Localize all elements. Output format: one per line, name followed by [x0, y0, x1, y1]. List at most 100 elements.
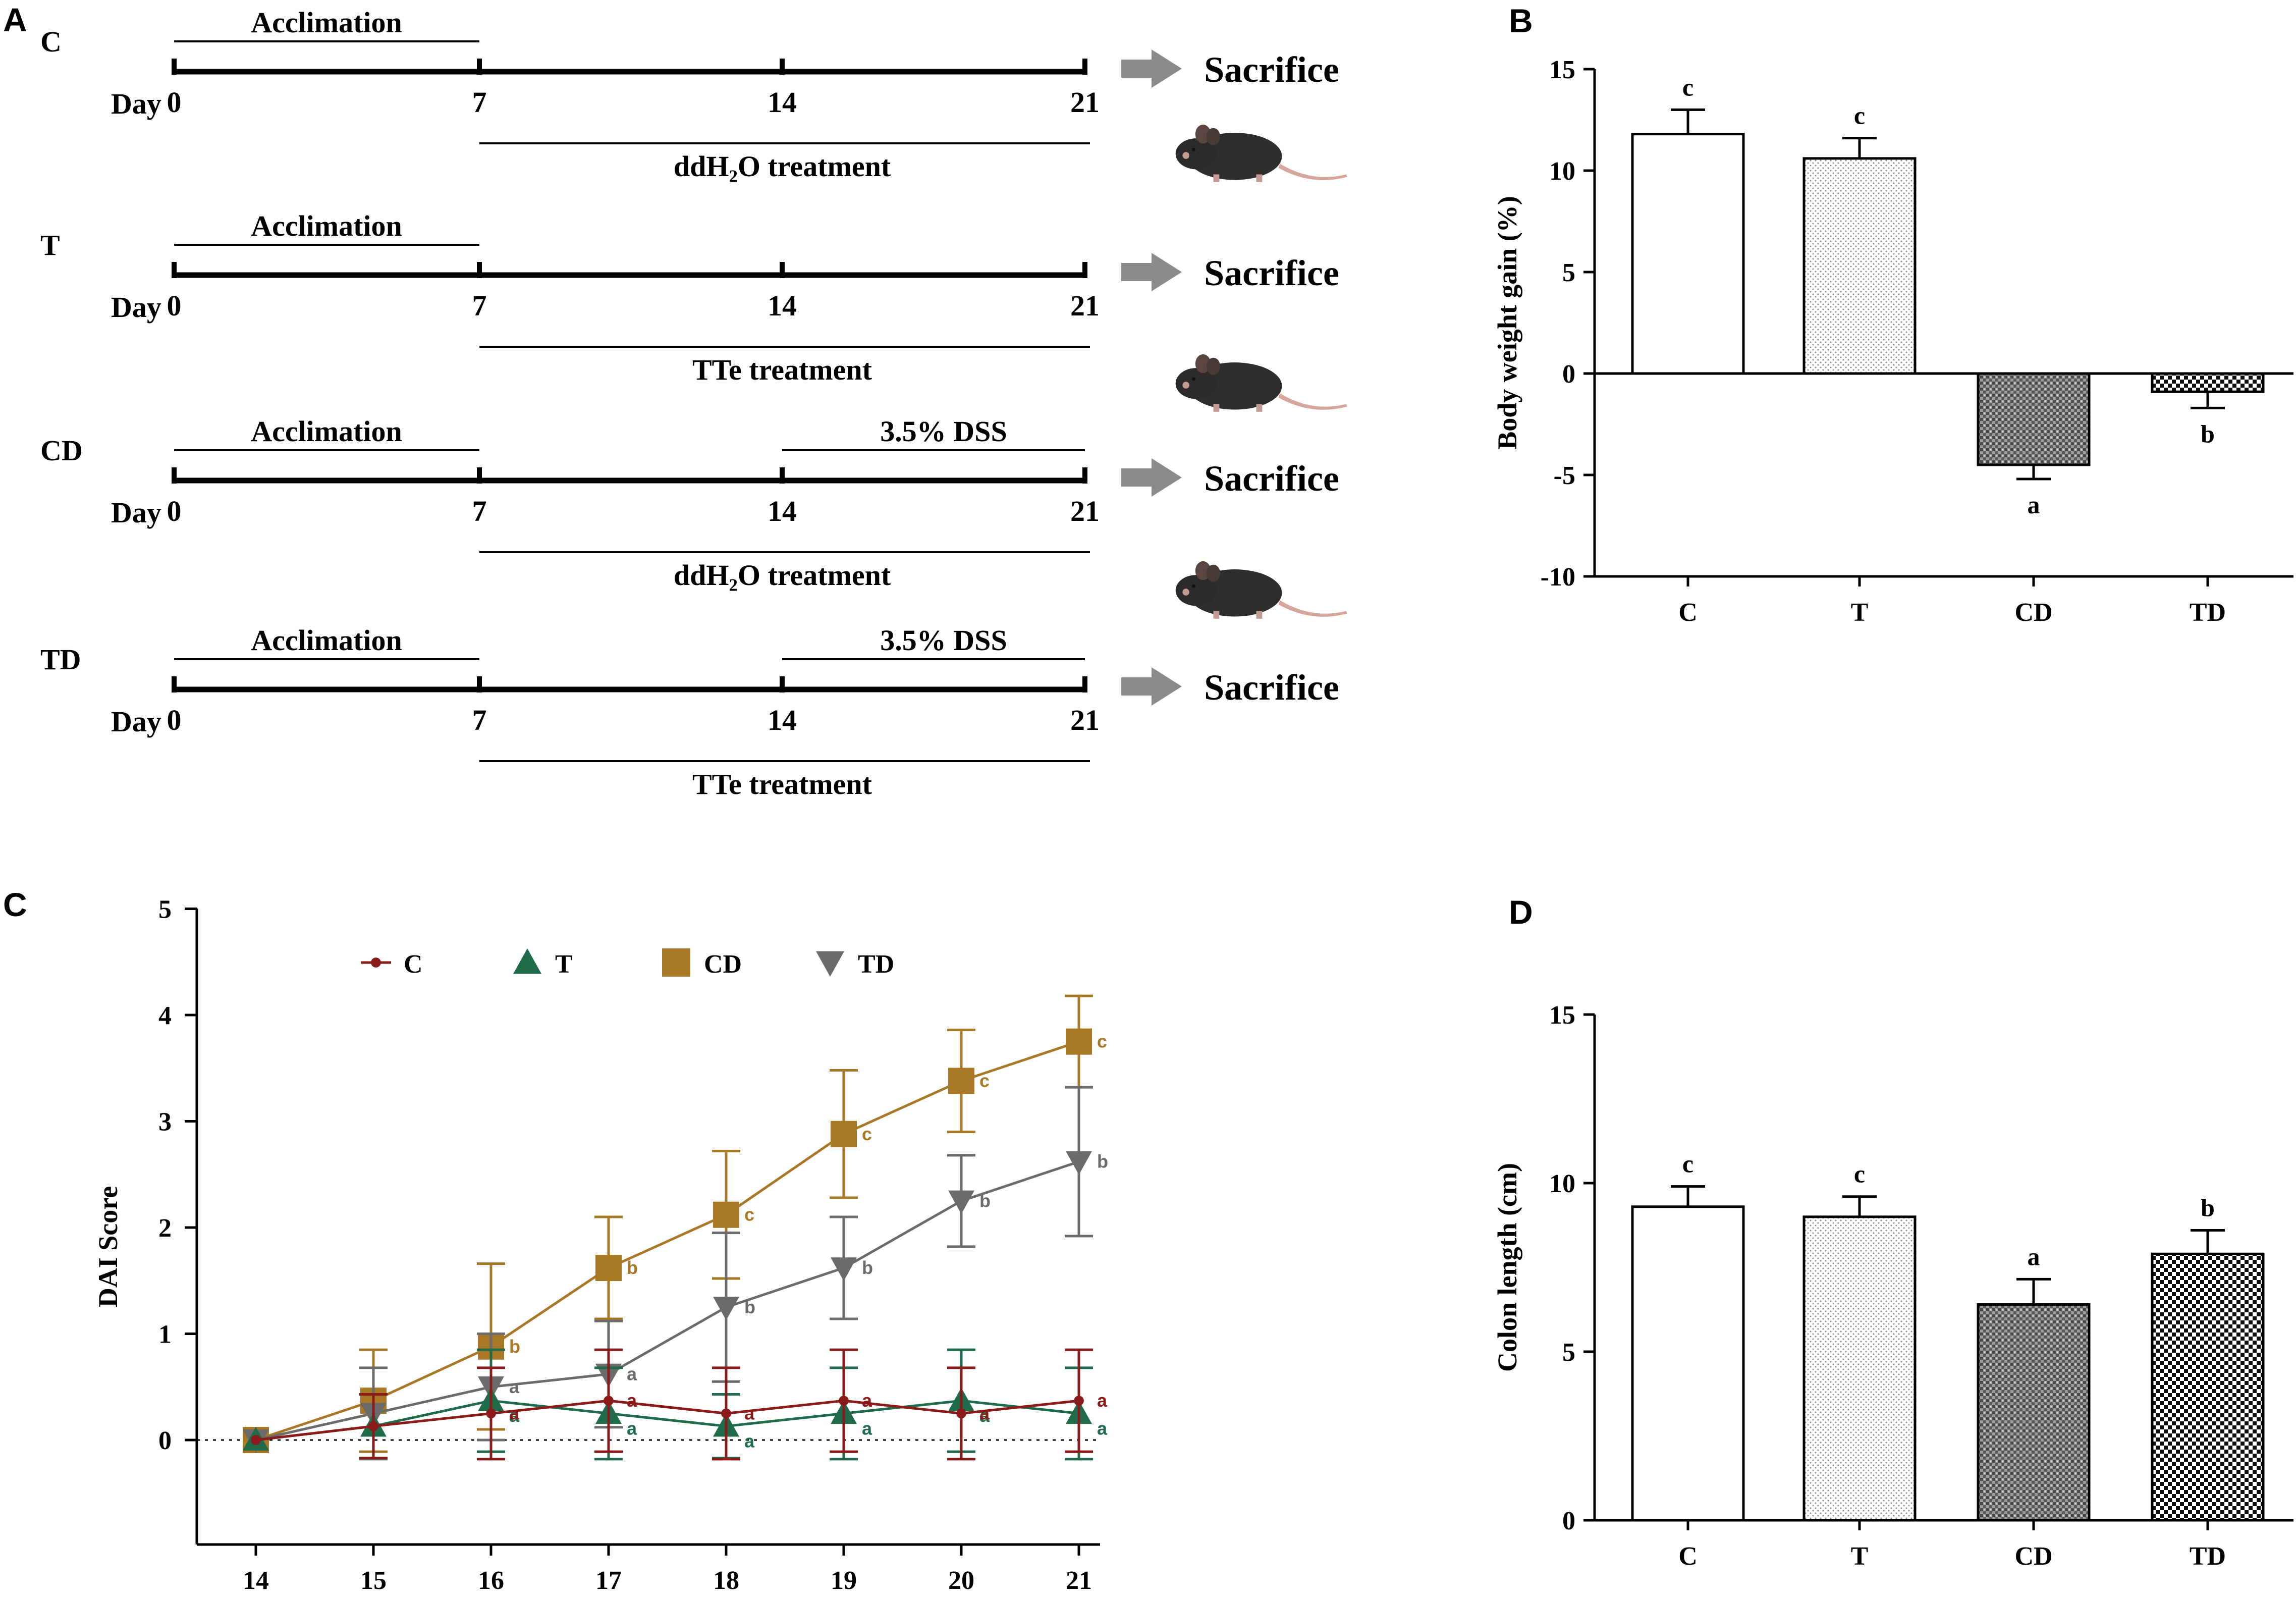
- treatment-label: TTe treatment: [692, 353, 872, 386]
- data-point: [948, 1068, 974, 1094]
- y-axis-label: Colon length (cm): [1492, 1163, 1522, 1372]
- timeline-group-label: CD: [40, 434, 83, 467]
- panel-b: B 15 10 5 0 -5 -10 Body weight gain (%) c Cc Ta CD b…: [1492, 2, 2293, 627]
- series-line: [255, 1040, 1079, 1442]
- bar-c: [1631, 1205, 1745, 1522]
- legend-label: C: [404, 950, 423, 979]
- timeline-td: TD Acclimation 3.5% DSS 0 7 14 21 Day TTe treatm…: [40, 624, 1339, 801]
- y-tick-label: 1: [158, 1320, 172, 1349]
- x-tick-label: CD: [2014, 598, 2052, 627]
- significance-letter: c: [979, 1071, 990, 1091]
- x-tick-label: 14: [243, 1566, 269, 1595]
- sacrifice-label: Sacrifice: [1204, 49, 1339, 90]
- significance-letter: b: [979, 1190, 991, 1211]
- significance-letter: a: [979, 1403, 990, 1423]
- y-tick-label: 0: [1562, 360, 1575, 389]
- significance-letter: b: [862, 1257, 873, 1278]
- y-tick-label: 15: [1549, 56, 1575, 84]
- timeline-day-label: 14: [768, 289, 797, 322]
- x-tick-label: 19: [831, 1566, 857, 1595]
- bar-cd: [1977, 372, 2091, 466]
- panel-a-letter: A: [3, 1, 27, 38]
- timeline-day-label: 21: [1070, 289, 1100, 322]
- data-point: [368, 1421, 378, 1431]
- significance-letter: a: [2028, 491, 2040, 519]
- data-point: [1066, 1028, 1092, 1055]
- timeline-day-label: 7: [472, 289, 487, 322]
- day-prefix-label: Day: [111, 705, 161, 738]
- legend-label: TD: [858, 950, 894, 979]
- right-arrow-icon: [1121, 667, 1182, 706]
- timeline-day-label: 7: [472, 704, 487, 736]
- significance-letter: c: [1682, 73, 1693, 101]
- timeline-cd: CD Acclimation 3.5% DSS 0 7 14 21 Day ddH₂O trea…: [40, 415, 1339, 592]
- day-prefix-label: Day: [111, 496, 161, 529]
- y-tick-label: 5: [158, 895, 172, 924]
- right-arrow-icon-shape: [1121, 253, 1182, 291]
- data-point: [713, 1297, 739, 1320]
- timeline-day-label: 14: [768, 495, 797, 527]
- x-tick-label: T: [1851, 598, 1869, 627]
- significance-letter: a: [509, 1376, 520, 1397]
- timeline-day-label: 7: [472, 86, 487, 119]
- bar-t: [1802, 1215, 1917, 1522]
- mouse-icon: [1175, 561, 1347, 619]
- timeline-group-label: C: [40, 25, 62, 58]
- data-point: [831, 1257, 857, 1281]
- data-point: [595, 1254, 622, 1281]
- timeline-day-label: 21: [1070, 704, 1100, 736]
- timeline-group-label: TD: [40, 643, 81, 676]
- right-arrow-icon: [1121, 49, 1182, 88]
- bar-td: [2151, 372, 2265, 393]
- legend-item-td: TD: [816, 950, 894, 979]
- timeline-c: C Acclimation 0 7 14 21 Day ddH₂O treatment Sacr…: [40, 6, 1339, 183]
- significance-letter: a: [509, 1403, 520, 1423]
- day-prefix-label: Day: [111, 87, 161, 120]
- significance-letter: c: [1682, 1150, 1693, 1178]
- legend-item-c: C: [361, 950, 423, 979]
- panel-letter: D: [1509, 893, 1533, 931]
- y-tick-label: 10: [1549, 157, 1575, 186]
- data-point: [831, 1121, 857, 1147]
- bar-c: [1631, 133, 1745, 375]
- x-tick-label: TD: [2190, 1542, 2226, 1571]
- significance-letter: b: [744, 1297, 755, 1317]
- y-axis-label: DAI Score: [93, 1186, 123, 1307]
- bar-t: [1802, 157, 1917, 375]
- significance-letter: c: [1097, 1031, 1107, 1052]
- data-point: [486, 1408, 496, 1419]
- data-point: [721, 1408, 731, 1419]
- timeline-day-label: 21: [1070, 495, 1100, 527]
- timeline-day-label: 7: [472, 495, 487, 527]
- significance-letter: a: [1097, 1390, 1108, 1411]
- significance-letter: b: [509, 1336, 520, 1357]
- timeline-day-label: 0: [167, 704, 182, 736]
- dss-label: 3.5% DSS: [880, 415, 1007, 448]
- significance-letter: a: [862, 1418, 872, 1439]
- y-tick-label: 0: [158, 1426, 172, 1455]
- significance-letter: c: [862, 1124, 872, 1144]
- data-point: [713, 1201, 739, 1228]
- data-point: [948, 1190, 974, 1214]
- x-tick-label: C: [1678, 1542, 1698, 1571]
- significance-letter: a: [744, 1403, 755, 1423]
- x-tick-label: CD: [2014, 1542, 2052, 1571]
- treatment-label: ddH₂O treatment: [674, 150, 891, 183]
- right-arrow-icon-shape: [1121, 458, 1182, 497]
- acclimation-label: Acclimation: [251, 6, 402, 39]
- acclimation-label: Acclimation: [251, 209, 402, 242]
- treatment-label: ddH₂O treatment: [674, 559, 891, 592]
- legend: C T CD TD: [361, 948, 894, 979]
- x-tick-label: 18: [713, 1566, 739, 1595]
- y-tick-label: 10: [1549, 1169, 1575, 1198]
- timeline-day-label: 14: [768, 86, 797, 119]
- legend-marker: [513, 948, 541, 974]
- panel-a: AC Acclimation 0 7 14 21 Day ddH₂O treatment Sac…: [3, 1, 1347, 801]
- significance-letter: a: [1097, 1418, 1108, 1439]
- x-tick-label: 20: [948, 1566, 974, 1595]
- x-tick-label: 21: [1066, 1566, 1092, 1595]
- right-arrow-icon-shape: [1121, 667, 1182, 706]
